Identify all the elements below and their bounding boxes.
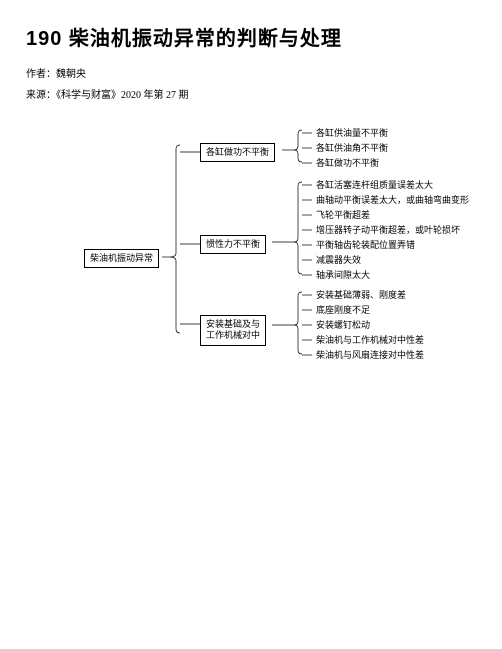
leaf-2: 各缸做功不平衡 (316, 158, 379, 168)
leaf-13: 柴油机与工作机械对中性差 (316, 335, 424, 345)
mid-node-2-label-line1: 安装基础及与 (206, 319, 260, 329)
source-line: 来源：《科学与财富》2020 年第 27 期 (26, 86, 476, 101)
leaf-10: 安装基础薄弱、刚度差 (316, 290, 406, 300)
leaf-9: 轴承间隙太大 (316, 270, 370, 280)
leaf-6: 增压器转子动平衡超差，或叶轮损坏 (316, 225, 460, 235)
root-node: 柴油机振动异常 (84, 249, 159, 268)
leaf-5: 飞轮平衡超差 (316, 210, 370, 220)
leaf-3: 各缸活塞连杆组质量误差太大 (316, 180, 433, 190)
author-line: 作者：魏朝央 (26, 65, 476, 80)
tree-diagram: 柴油机振动异常 各缸做功不平衡 惯性力不平衡 安装基础及与 工作机械对中 各缸供… (84, 127, 502, 407)
mid-node-0-label: 各缸做功不平衡 (206, 147, 269, 157)
mid-node-2: 安装基础及与 工作机械对中 (200, 315, 266, 346)
leaf-8: 减震器失效 (316, 255, 361, 265)
root-label: 柴油机振动异常 (90, 253, 153, 263)
leaf-12: 安装螺钉松动 (316, 320, 370, 330)
leaf-11: 底座刚度不足 (316, 305, 370, 315)
mid-node-1: 惯性力不平衡 (200, 235, 266, 254)
mid-node-0: 各缸做功不平衡 (200, 143, 275, 162)
leaf-0: 各缸供油量不平衡 (316, 128, 388, 138)
mid-node-1-label: 惯性力不平衡 (206, 239, 260, 249)
page-title: 190 柴油机振动异常的判断与处理 (26, 22, 476, 51)
mid-node-2-label-line2: 工作机械对中 (206, 330, 260, 340)
leaf-7: 平衡轴齿轮装配位置弄错 (316, 240, 415, 250)
leaf-4: 曲轴动平衡误差太大，或曲轴弯曲变形 (316, 195, 469, 205)
leaf-14: 柴油机与风扇连接对中性差 (316, 350, 424, 360)
leaf-1: 各缸供油角不平衡 (316, 143, 388, 153)
